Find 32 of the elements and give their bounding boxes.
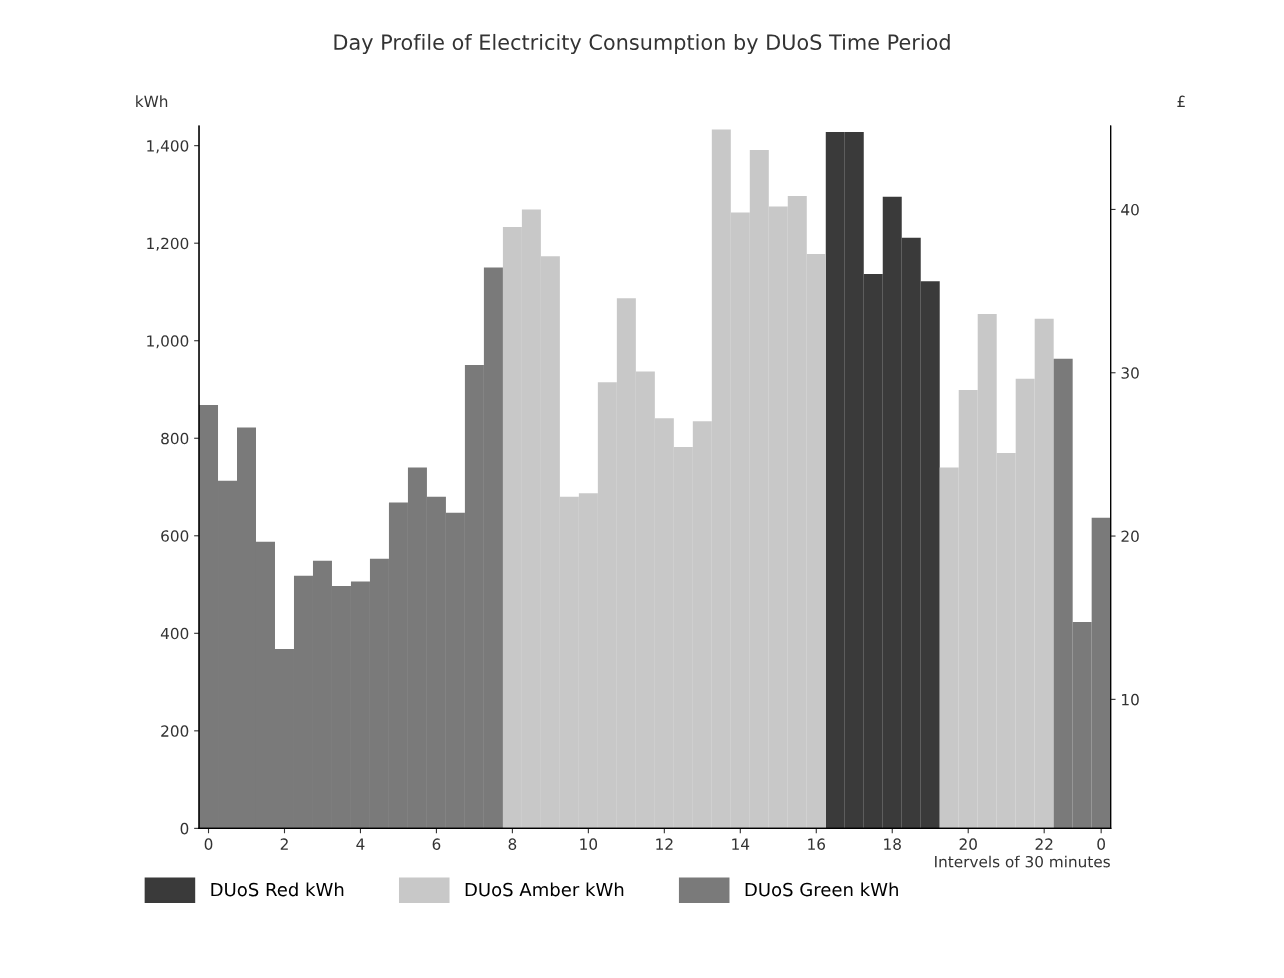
y2-tick-label: 10 [1122, 693, 1139, 706]
y-axis-title: kWh [136, 95, 168, 107]
y2-tick-label: 30 [1121, 367, 1139, 379]
x-tick-label: 4 [356, 838, 365, 850]
x-tick-label: 6 [432, 838, 441, 850]
x-tick-label: 2 [280, 838, 288, 850]
y-tick-label: 200 [161, 725, 189, 737]
y-tick-label: 400 [160, 627, 189, 640]
legend-label: DUoS Green kWh [745, 882, 898, 897]
x-tick-label: 22 [1035, 838, 1053, 850]
legend-label: DUoS Amber kWh [465, 882, 624, 897]
x-tick-label: 16 [808, 838, 826, 850]
y-tick-label: 0 [180, 822, 189, 835]
x-tick-label: 10 [580, 838, 598, 850]
y2-tick-label: 40 [1121, 203, 1139, 216]
x-tick-label: 20 [959, 838, 977, 850]
y-tick-label: 1,000 [147, 335, 189, 349]
x-tick-label: 8 [508, 838, 517, 850]
y-tick-label: 600 [161, 530, 189, 542]
y-tick-label: 1,400 [147, 140, 189, 154]
x-tick-label: 12 [656, 838, 673, 850]
y-tick-label: 1,200 [147, 237, 189, 251]
x-tick-label: 18 [884, 838, 901, 850]
y2-axis-title: £ [1177, 95, 1185, 107]
x-tick-label: 0 [204, 838, 213, 850]
x-tick-label: 14 [732, 838, 750, 850]
y-tick-label: 800 [161, 432, 189, 445]
y2-tick-label: 20 [1121, 530, 1139, 543]
x-axis-title: Intervels of 30 minutes [935, 855, 1110, 868]
x-tick-label: 0 [1097, 838, 1106, 850]
legend-label: DUoS Red kWh [211, 882, 344, 897]
chart-title: Day Profile of Electricity Consumption by DUoS Time Period [334, 33, 950, 55]
